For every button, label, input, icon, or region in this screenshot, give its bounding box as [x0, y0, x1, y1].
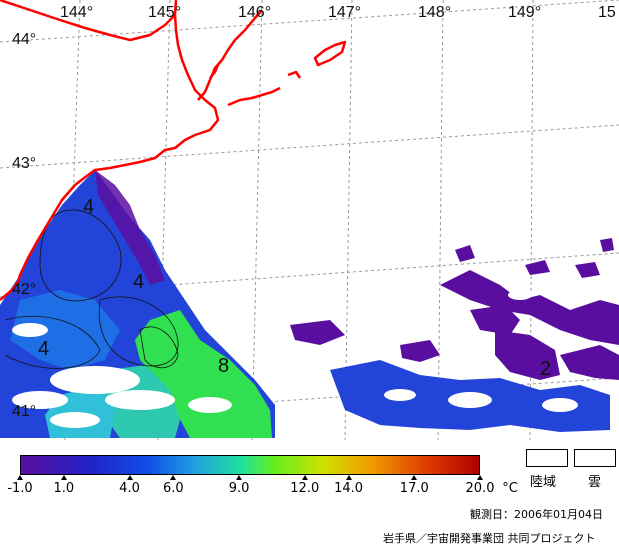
- colorbar-tick-mark: [477, 475, 483, 480]
- coastline: [0, 0, 347, 301]
- lat-label: 43°: [12, 155, 36, 172]
- colorbar-tick-label: 4.0: [119, 481, 140, 496]
- colorbar-tick-label: -1.0: [7, 481, 33, 496]
- credit-text: 岩手県／宇宙開発事業団 共同プロジェクト: [383, 532, 596, 545]
- colorbar-tick-label: 12.0: [290, 481, 320, 496]
- lon-label: 149°: [508, 4, 541, 21]
- temperature-contours: [4, 209, 179, 369]
- lat-label: 42°: [12, 281, 36, 298]
- colorbar-unit: °C: [502, 481, 518, 496]
- contour-value-labels: 4 4 4 8 2: [38, 196, 551, 380]
- contour-label: 4: [38, 338, 49, 360]
- colorbar-tick-mark: [170, 475, 177, 480]
- contour-label: 2: [540, 358, 551, 380]
- colorbar-tick-label: 17.0: [399, 481, 429, 496]
- colorbar-tick-mark: [60, 475, 67, 480]
- lat-label: 44°: [12, 31, 36, 48]
- temperature-colorbar: [20, 455, 480, 475]
- colorbar-tick-label: 14.0: [334, 481, 364, 496]
- colorbar-tick-label: 6.0: [162, 481, 184, 496]
- sst-region-warm-green: [135, 310, 272, 438]
- colorbar-tick-mark: [17, 475, 23, 480]
- colorbar-tick-label: 1.0: [53, 481, 75, 496]
- sea-surface-temperature-map: 144° 145° 146° 147° 148° 149° 15 44° 43°…: [0, 0, 619, 440]
- colorbar-tick-mark: [411, 475, 418, 480]
- contour-label: 4: [133, 271, 144, 293]
- lon-label: 146°: [238, 4, 271, 21]
- colorbar-tick-mark: [345, 475, 352, 480]
- contour-label: 4: [83, 196, 94, 218]
- sst-region-edge-purple: [95, 170, 165, 285]
- cloud-legend-swatch: [574, 449, 616, 467]
- lat-label: 41°: [12, 403, 36, 420]
- lon-label: 147°: [328, 4, 361, 21]
- land-legend-label: 陸域: [530, 475, 557, 490]
- colorbar-tick-mark: [126, 475, 133, 480]
- lon-label: 144°: [60, 4, 93, 21]
- contour-label: 8: [218, 355, 229, 377]
- cloud-cover: [12, 323, 232, 428]
- lon-label: 145°: [148, 4, 181, 21]
- sst-region-mid: [10, 290, 120, 370]
- lon-label: 15: [598, 4, 616, 21]
- axis-labels: 144° 145° 146° 147° 148° 149° 15 44° 43°…: [12, 4, 616, 420]
- colorbar-tick-mark: [301, 475, 308, 480]
- colorbar-tick-label: 9.0: [228, 481, 250, 496]
- observation-date: 観測日：2006年01月04日: [470, 508, 603, 521]
- colorbar-tick-mark: [236, 475, 243, 480]
- cloud-legend-label: 雲: [588, 475, 602, 490]
- land-legend-swatch: [526, 449, 568, 467]
- colorbar-tick-label: 20.0: [465, 481, 495, 496]
- lon-label: 148°: [418, 4, 451, 21]
- cloud-cover-east: [384, 290, 578, 412]
